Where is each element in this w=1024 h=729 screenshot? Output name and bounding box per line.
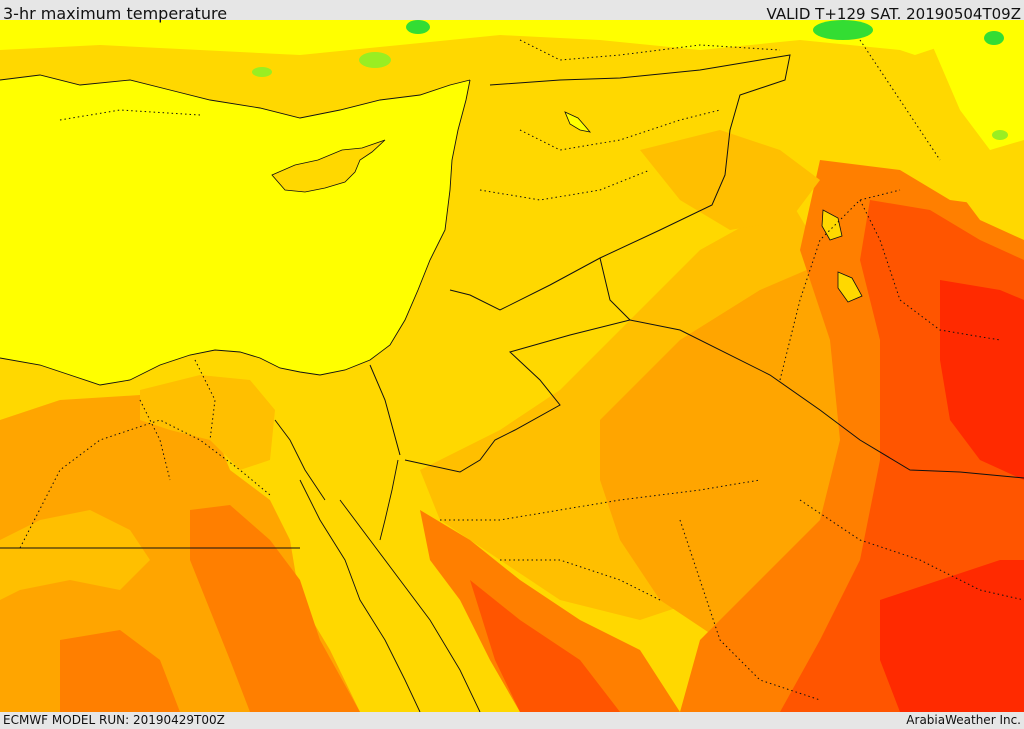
sinai-zone [275,365,405,540]
red-sea [300,480,480,712]
green-spot [813,20,873,40]
credit-label: ArabiaWeather Inc. [906,713,1021,727]
syria-light-orange-zone [640,130,820,230]
borders [0,54,1024,549]
eastern-saudi-red-zone [880,560,1024,712]
hejaz-hot-strip [420,510,680,712]
province-boundary [440,479,761,521]
province-boundary [194,359,216,441]
province-boundary [139,399,171,481]
hejaz-red-orange-strip [470,580,620,712]
iraqi-lake [821,209,843,241]
egypt-eastern-desert-hot [190,505,360,712]
province-boundary [859,39,941,161]
gulf-of-suez [275,420,325,505]
province-boundary [799,499,1024,601]
kuwait-red-zone [940,280,1024,480]
province-boundary [679,519,821,701]
syria-iraq-border [449,54,791,311]
province-boundary [779,189,901,381]
egypt-israel-border [369,364,401,456]
model-run-label: ECMWF MODEL RUN: 20190429T00Z [3,713,225,727]
suez-coastline [274,419,326,501]
zagros-highland-yellow [930,30,1024,150]
red-sea-west-coast [299,479,421,712]
province-boundary [519,39,781,61]
turkey-yellow-zone [0,20,1024,70]
province-boundary [479,169,651,201]
egypt-light-orange-zone [140,375,275,470]
valid-time: VALID T+129 SAT. 20190504T09Z [766,5,1021,23]
cyprus-island [271,139,386,193]
temperature-map[interactable] [0,20,1024,712]
jordan-saudi-border [404,257,631,473]
egypt-nile-patch [0,510,150,600]
lake-assad [564,111,592,133]
levant-coastline [0,79,471,386]
turkey-coastline [0,74,471,119]
coastlines [0,74,481,712]
iraqi-lake [837,271,863,303]
green-spot [992,130,1008,140]
iraq-saudi-border [629,319,1024,479]
egypt-south-hot [60,630,180,712]
map-footer: ECMWF MODEL RUN: 20190429T00Z ArabiaWeat… [0,712,1024,729]
map-title: 3-hr maximum temperature [3,4,228,23]
green-spot [252,67,272,77]
green-spot [984,31,1004,45]
red-sea-east-coast [339,499,481,712]
green-spot [359,52,391,68]
province-boundaries [19,39,1024,701]
map-canvas [0,20,1024,712]
green-spot [406,20,430,34]
aqaba-coastline [379,459,399,541]
map-header: 3-hr maximum temperature VALID T+129 SAT… [0,0,1024,23]
